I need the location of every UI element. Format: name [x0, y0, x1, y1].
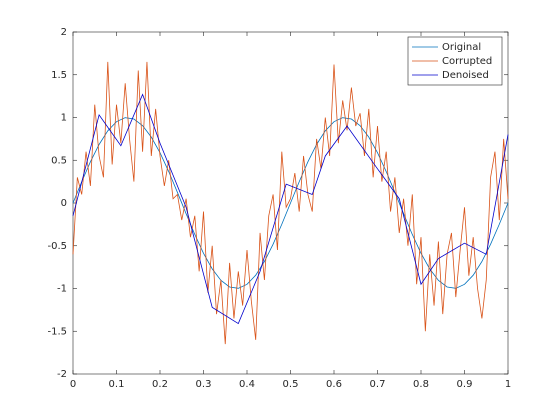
- series-line: [72, 117, 509, 289]
- x-tick-label: 0.5: [283, 379, 299, 390]
- y-tick-label: 1.5: [51, 70, 67, 81]
- x-tick-label: 0.7: [370, 379, 386, 390]
- y-tick-label: 0.5: [51, 155, 67, 166]
- x-tick-label: 0.4: [239, 379, 255, 390]
- y-tick-label: -1.5: [47, 326, 67, 337]
- series-line: [72, 61, 509, 345]
- y-tick-label: 0: [61, 198, 67, 209]
- x-tick-label: 0: [70, 379, 76, 390]
- y-tick-label: 1: [61, 113, 67, 124]
- series-line: [72, 93, 509, 325]
- x-tick-label: 0.3: [196, 379, 212, 390]
- x-tick-label: 0.1: [109, 379, 125, 390]
- legend-label: Corrupted: [442, 56, 492, 67]
- y-tick-label: -2: [57, 369, 67, 380]
- x-tick-label: 0.9: [457, 379, 473, 390]
- x-tick-label: 0.8: [413, 379, 429, 390]
- y-tick-label: 2: [61, 27, 67, 38]
- y-tick-label: -1: [57, 284, 67, 295]
- y-tick-label: -0.5: [47, 241, 67, 252]
- x-tick-label: 0.6: [326, 379, 342, 390]
- legend-label: Original: [442, 42, 481, 53]
- x-tick-label: 0.2: [152, 379, 168, 390]
- x-tick-label: 1: [505, 379, 511, 390]
- legend-label: Denoised: [442, 70, 489, 81]
